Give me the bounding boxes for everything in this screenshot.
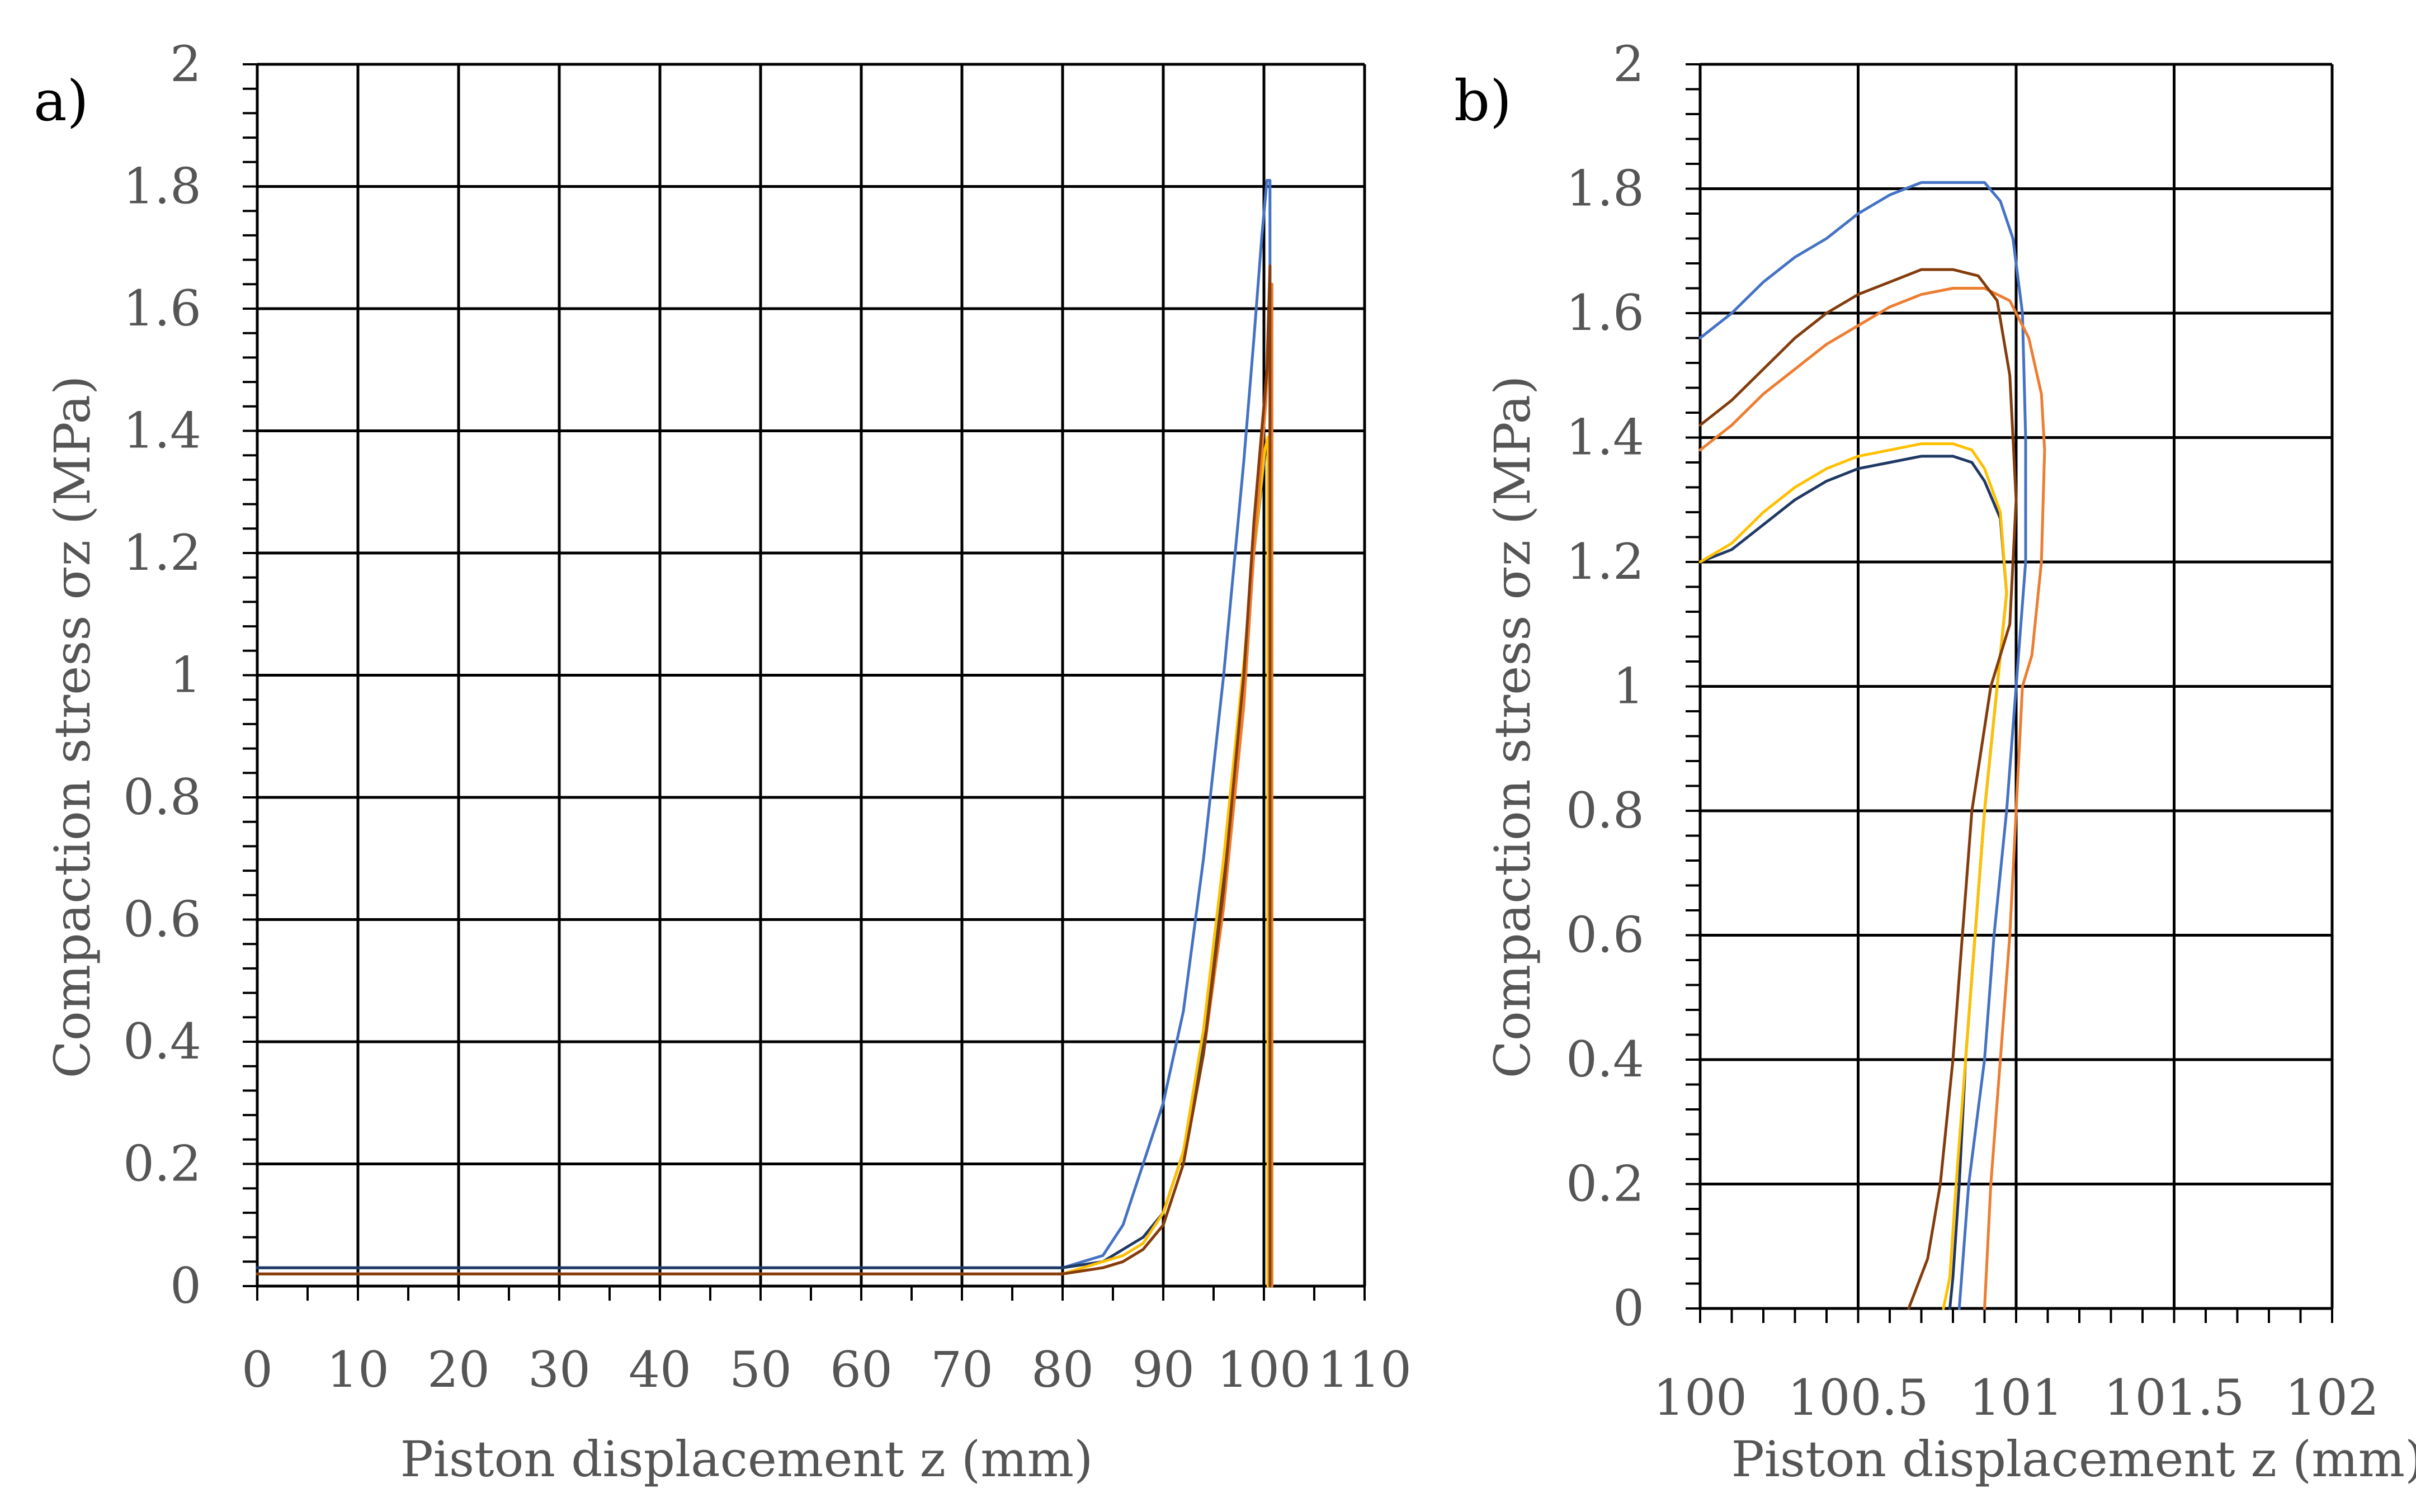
panel-b-series [1698,181,2046,1310]
x-tick-label: 50 [729,1341,792,1398]
series-line-brown [256,264,1272,1288]
x-tick-label: 20 [427,1341,490,1398]
panel-a-x-tick-labels: 0 10 20 30 40 50 60 70 80 90 100 110 [242,1341,1412,1398]
y-tick-label: 0.6 [1566,906,1644,964]
y-tick-label: 1 [170,646,201,704]
y-tick-label: 0.2 [123,1135,201,1193]
panel-a-y-tick-labels: 0 0.2 0.4 0.6 0.8 1 1.2 1.4 1.6 1.8 2 [123,35,201,1315]
x-tick-label: 30 [528,1341,591,1398]
y-tick-label: 0.8 [123,768,201,826]
y-tick-label: 0.2 [1566,1155,1644,1213]
y-tick-label: 0.4 [123,1013,201,1070]
y-tick-label: 1.2 [1566,533,1644,590]
y-tick-label: 1.4 [1566,409,1644,466]
series-line-yellow [1698,442,2008,1310]
x-tick-label: 100 [1217,1341,1311,1398]
x-tick-label: 101 [1969,1369,2063,1426]
y-tick-label: 0 [1613,1279,1644,1337]
x-tick-label: 110 [1318,1341,1412,1398]
series-line-brown [1698,268,2018,1310]
y-tick-label: 0 [170,1257,201,1315]
y-tick-label: 2 [1613,35,1644,93]
y-tick-label: 0.6 [123,891,201,948]
x-tick-label: 102 [2285,1369,2379,1426]
series-line-blue [1698,181,2027,1310]
y-tick-label: 1.6 [123,280,201,337]
x-tick-label: 101.5 [2104,1369,2245,1426]
x-tick-label: 70 [931,1341,993,1398]
y-tick-label: 1.8 [123,158,201,215]
y-tick-label: 0.4 [1566,1031,1644,1088]
x-tick-label: 10 [327,1341,389,1398]
panel-a-grid [256,63,1366,1288]
panel-b-y-axis-title: Compaction stress σz (MPa) [1484,376,1541,1079]
x-tick-label: 90 [1132,1341,1195,1398]
panel-a-series [256,179,1273,1288]
y-tick-label: 1.2 [123,524,201,582]
panel-a-label: a) [34,68,89,134]
panel-a-minor-ticks [243,63,1366,1301]
panel-b: b) 100 100.5 101 101.5 102 0 0.2 0.4 0.6 0.8 1 1.2… [1454,35,2416,1488]
y-tick-label: 1.4 [123,402,201,460]
x-tick-label: 60 [830,1341,893,1398]
x-tick-label: 80 [1031,1341,1094,1398]
panel-a-x-axis-title: Piston displacement z (mm) [400,1430,1093,1488]
panel-b-x-axis-title: Piston displacement z (mm) [1731,1430,2416,1488]
panel-b-label: b) [1454,68,1512,134]
panel-a-y-axis-title: Compaction stress σz (MPa) [44,376,101,1079]
y-tick-label: 1.8 [1566,160,1644,218]
panel-b-y-tick-labels: 0 0.2 0.4 0.6 0.8 1 1.2 1.4 1.6 1.8 2 [1566,35,1644,1337]
y-tick-label: 0.8 [1566,782,1644,839]
panel-a: a) 0 10 20 30 40 50 60 70 80 90 100 110 00.20.40.60… [34,35,1412,1488]
x-tick-label: 40 [629,1341,691,1398]
y-tick-label: 2 [170,35,201,93]
x-tick-label: 100 [1653,1369,1747,1426]
y-tick-label: 1 [1613,658,1644,715]
panel-b-x-tick-labels: 100 100.5 101 101.5 102 [1653,1369,2379,1426]
x-tick-label: 0 [242,1341,273,1398]
y-tick-label: 1.6 [1566,284,1644,342]
panel-b-minor-ticks [1686,63,2333,1323]
series-line-orange [1698,287,2046,1310]
x-tick-label: 100.5 [1788,1369,1929,1426]
